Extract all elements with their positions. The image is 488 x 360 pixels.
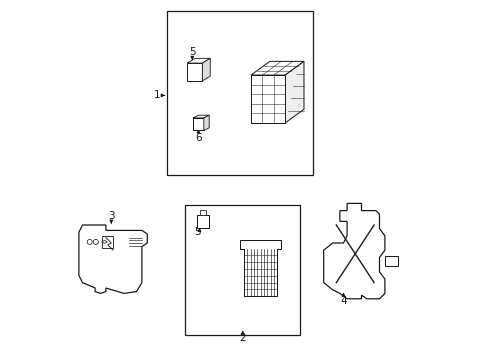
Polygon shape: [285, 61, 304, 123]
Bar: [200, 211, 205, 215]
Text: 3: 3: [108, 211, 114, 221]
Bar: [193, 118, 203, 130]
Text: 5: 5: [188, 47, 195, 57]
Bar: [167, 11, 312, 175]
Polygon shape: [187, 58, 210, 63]
Text: 1: 1: [154, 90, 161, 100]
Text: 4: 4: [340, 296, 346, 306]
Polygon shape: [203, 115, 209, 130]
Bar: [102, 236, 113, 248]
Polygon shape: [102, 240, 107, 243]
Bar: [384, 256, 397, 266]
Polygon shape: [79, 225, 147, 293]
Polygon shape: [240, 240, 281, 296]
Text: 5: 5: [194, 227, 201, 237]
Bar: [197, 215, 208, 228]
Polygon shape: [202, 58, 210, 81]
Polygon shape: [193, 115, 209, 118]
Text: 6: 6: [195, 132, 202, 143]
Bar: [187, 63, 202, 81]
Text: 2: 2: [239, 333, 245, 343]
Bar: [185, 205, 300, 335]
Polygon shape: [323, 203, 384, 299]
Polygon shape: [250, 61, 304, 75]
Bar: [250, 75, 285, 123]
